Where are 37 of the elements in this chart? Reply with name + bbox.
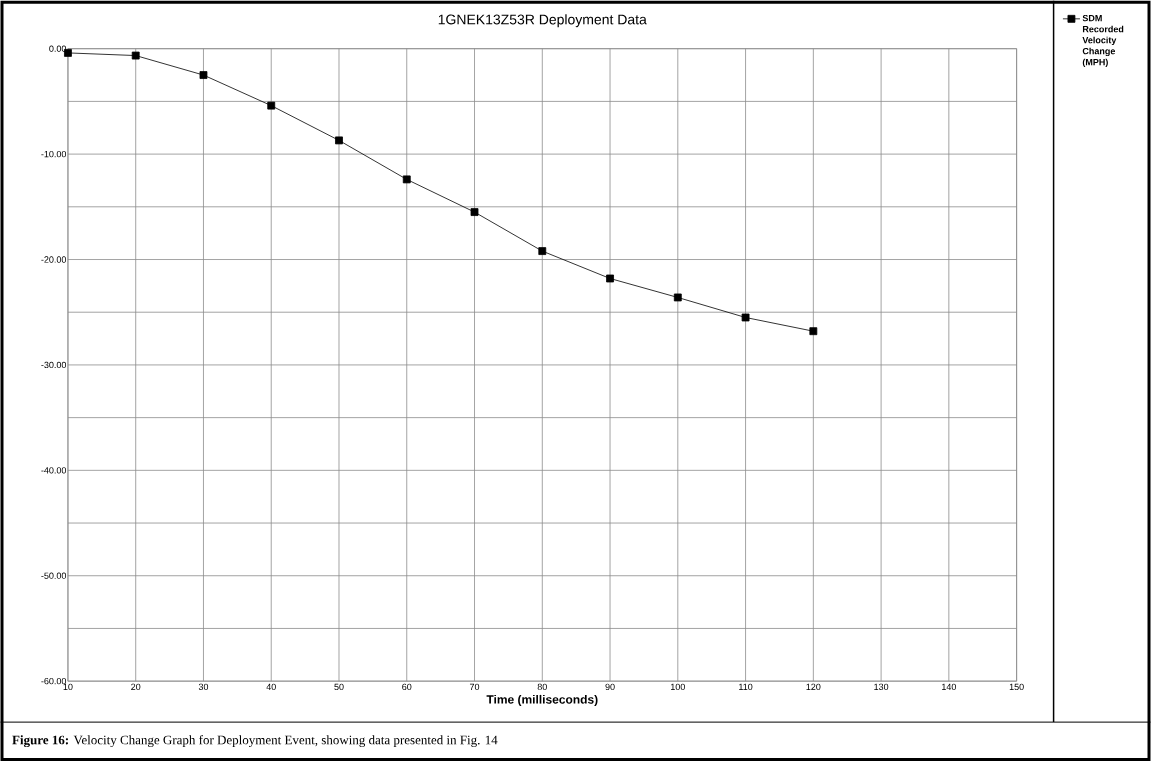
x-tick-label: 120 (806, 683, 821, 691)
x-tick-label: 40 (266, 683, 276, 691)
x-tick-label: 140 (942, 683, 957, 691)
y-tick-label: -50.00 (41, 572, 67, 579)
point (538, 247, 547, 255)
x-tick-label: 150 (1009, 683, 1024, 691)
x-tick-label: 50 (334, 683, 344, 691)
x-tick-label: 70 (469, 683, 480, 691)
y-tick-label: -20.00 (41, 256, 67, 263)
point (673, 293, 682, 302)
point (809, 327, 818, 336)
y-tick-label: 0.00 (49, 45, 67, 52)
point (606, 274, 614, 283)
x-tick-label: 90 (605, 683, 615, 691)
point (131, 51, 140, 60)
y-tick-label: -30.00 (41, 361, 67, 369)
x-tick-label: 110 (739, 683, 753, 691)
x-axis-title: Time (milliseconds) (486, 694, 598, 707)
x-tick-label: 60 (402, 683, 412, 691)
y-tick-label: -10.00 (41, 150, 67, 158)
point (402, 175, 411, 184)
x-tick-label: 30 (198, 683, 209, 691)
point (470, 208, 479, 216)
x-tick-label: 130 (874, 683, 889, 691)
point (267, 101, 276, 110)
text: Figure 16: Velocity Change Graph for Deployment Event, showing data presented in Fig. 14 (12, 735, 498, 748)
chart-title: 1GNEK13Z53R Deployment Data (438, 14, 647, 28)
x-tick-label: 10 (63, 683, 73, 691)
x-tick-label: 100 (671, 683, 685, 691)
y-tick-label: -60.00 (41, 677, 67, 685)
point (199, 71, 208, 79)
point (741, 313, 750, 322)
x-tick-label: 80 (537, 683, 547, 691)
point (335, 136, 343, 145)
y-tick-label: -40.00 (41, 467, 67, 474)
x-tick-label: 20 (131, 683, 141, 691)
legend-label: SDM Recorded Velocity Change (MPH) (1082, 14, 1124, 68)
